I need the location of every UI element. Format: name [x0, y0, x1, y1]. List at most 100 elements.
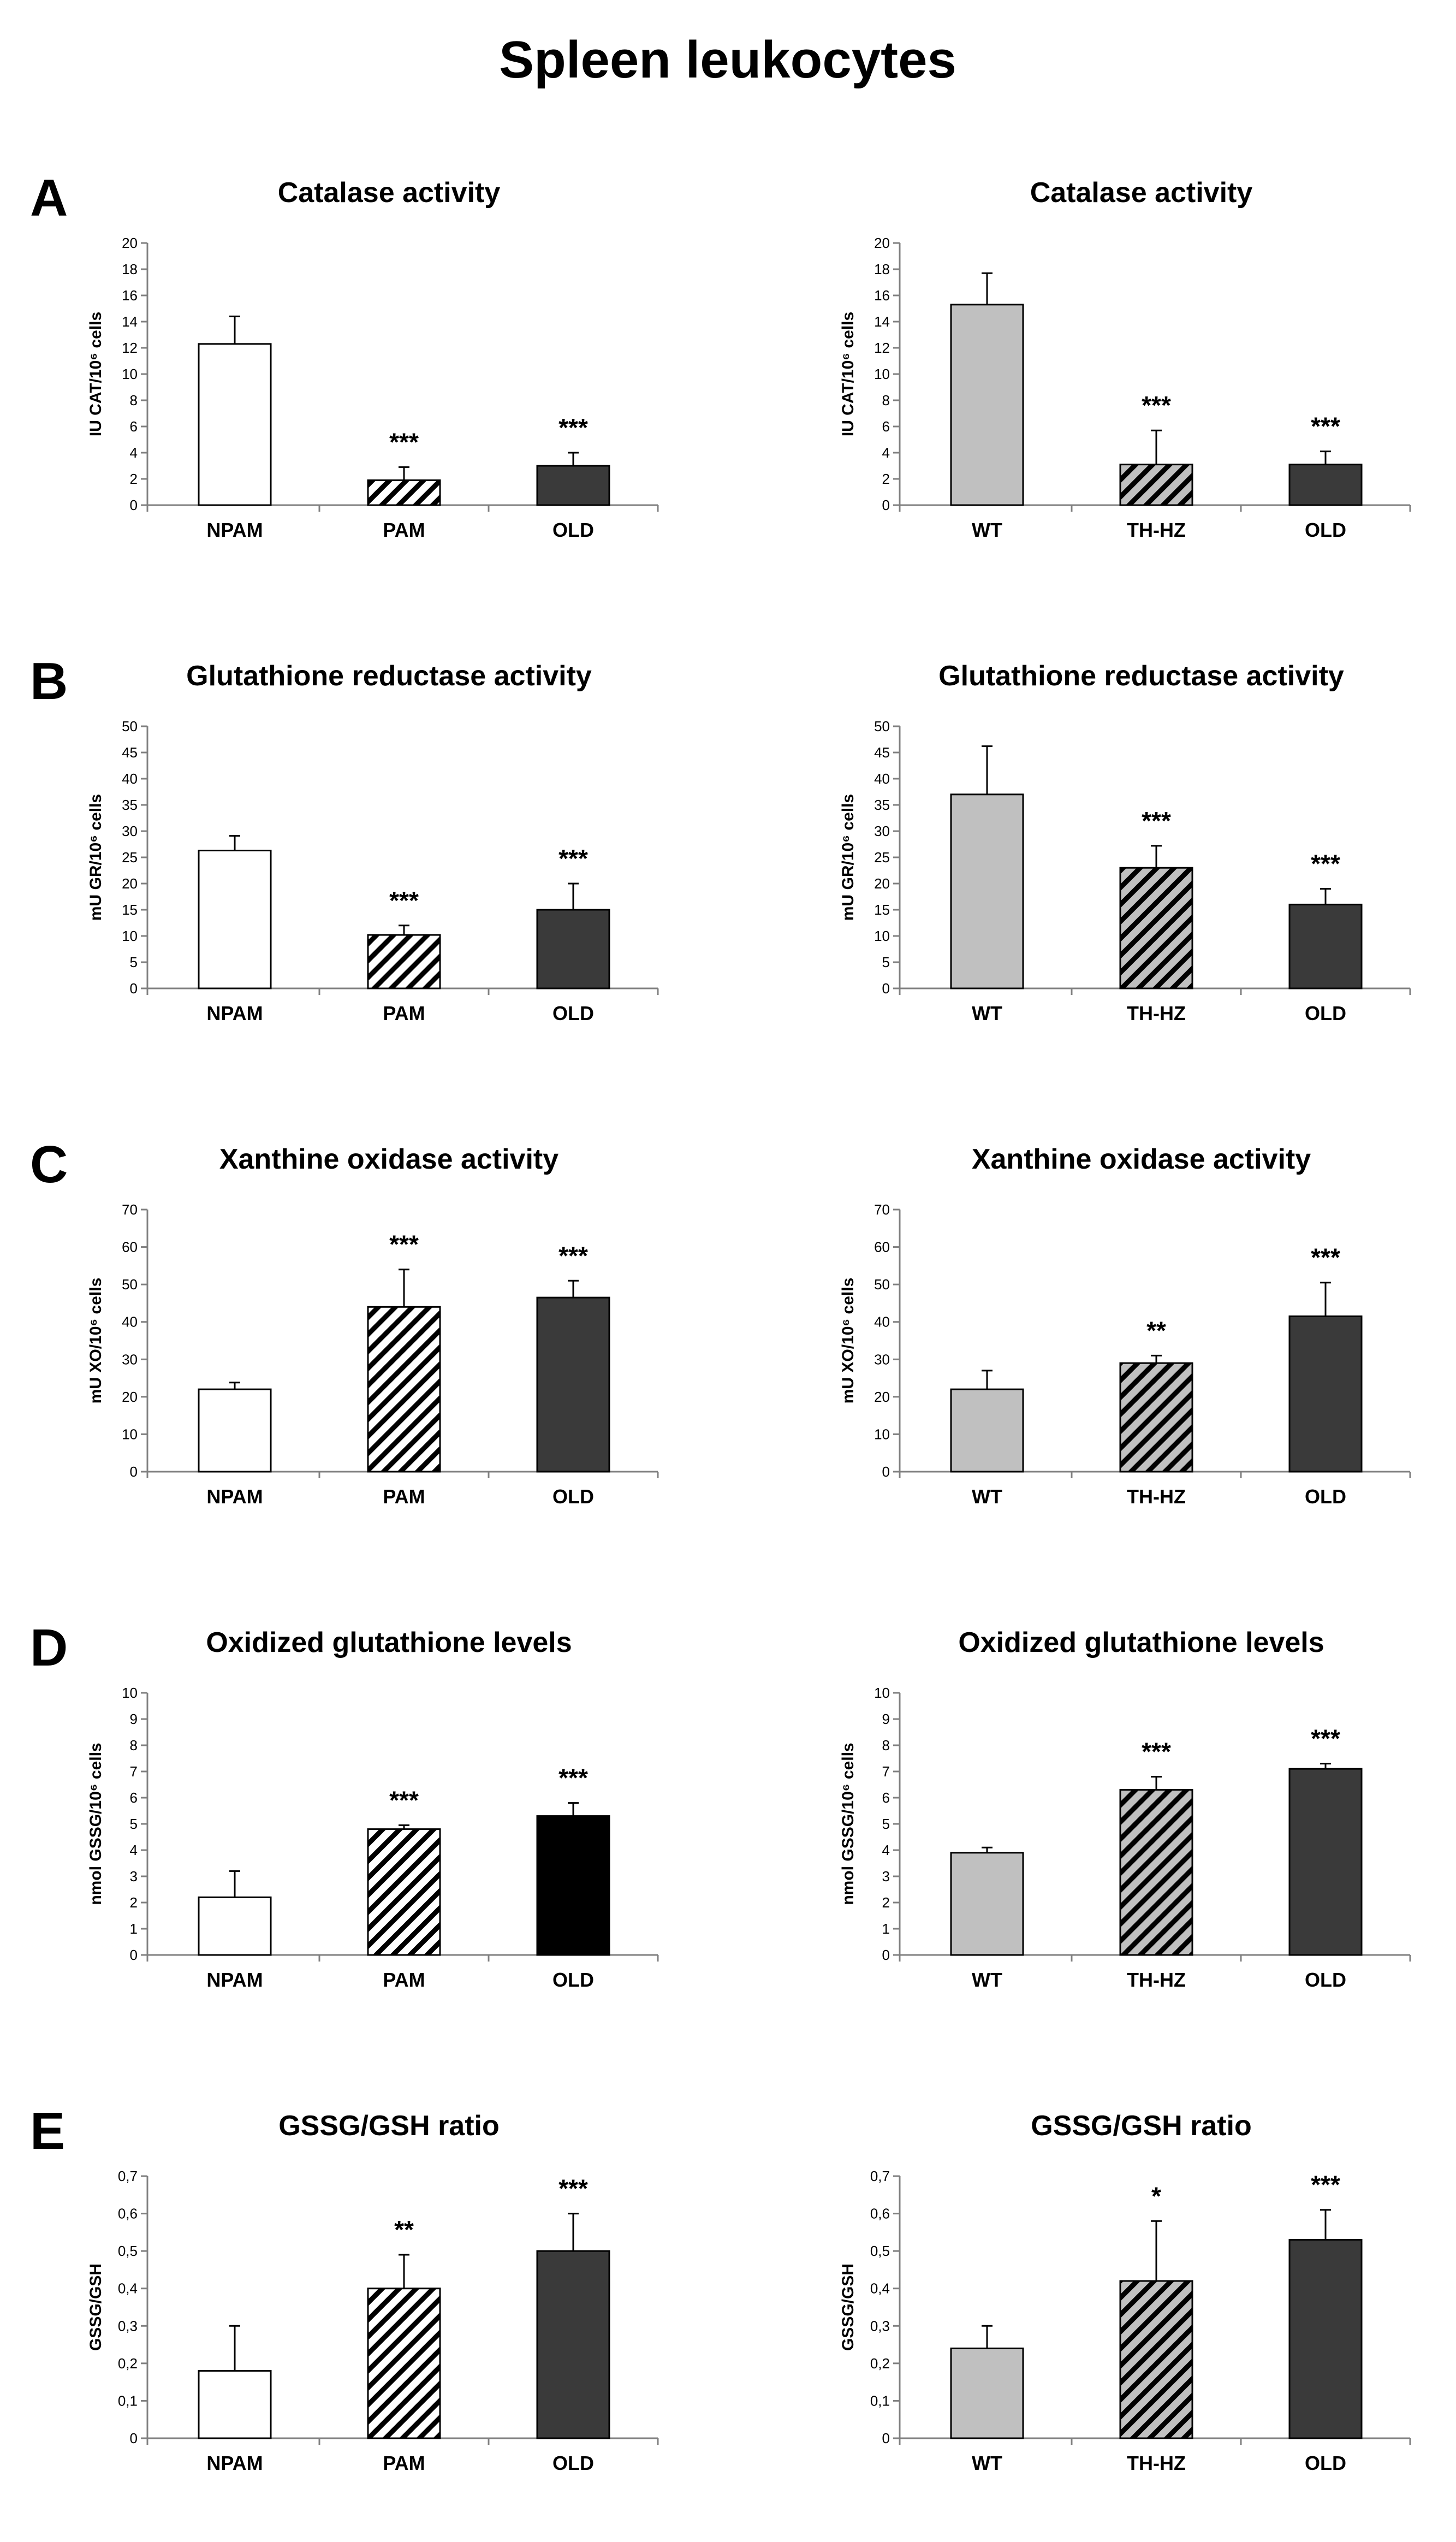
- bar-old: [1288, 903, 1363, 989]
- bar-th-hz: [1119, 1789, 1193, 1956]
- significance-label: ***: [1142, 807, 1171, 835]
- bar-old: [1288, 1768, 1363, 1956]
- category-label: WT: [972, 1002, 1002, 1024]
- y-tick-label: 0: [130, 497, 138, 513]
- bar-npam: [198, 2370, 272, 2439]
- y-tick-label: 60: [874, 1239, 890, 1255]
- category-label: PAM: [383, 1969, 425, 1991]
- chart-panel-0: A Catalase activity IU CAT/10⁶ cells 0 2 4 6 8 1…: [30, 169, 659, 541]
- y-tick-label: 7: [882, 1763, 890, 1780]
- y-tick-label: 0,2: [118, 2355, 138, 2372]
- category-label: NPAM: [206, 1485, 263, 1508]
- y-tick-label: 40: [874, 1314, 890, 1330]
- significance-label: ***: [389, 428, 419, 456]
- y-axis-label: mU GR/10⁶ cells: [839, 794, 857, 921]
- y-tick-label: 2: [882, 471, 890, 487]
- significance-label: ***: [1311, 1243, 1340, 1272]
- y-tick-label: 5: [882, 1816, 890, 1832]
- y-tick-label: 4: [130, 445, 138, 461]
- y-tick-label: 45: [122, 744, 138, 761]
- y-tick-label: 10: [122, 366, 138, 382]
- category-label: NPAM: [206, 1002, 263, 1024]
- y-tick-label: 20: [874, 875, 890, 892]
- y-tick-label: 5: [130, 954, 138, 970]
- significance-label: ***: [389, 886, 419, 915]
- category-label: OLD: [552, 1485, 594, 1508]
- significance-label: *: [1151, 2182, 1161, 2210]
- panel-letter: E: [30, 2102, 65, 2160]
- y-tick-label: 0: [882, 497, 890, 513]
- category-label: PAM: [383, 2452, 425, 2474]
- significance-label: ***: [558, 1241, 588, 1270]
- y-tick-label: 0,4: [118, 2280, 138, 2297]
- y-tick-label: 4: [130, 1842, 138, 1858]
- y-axis-label: nmol GSSG/10⁶ cells: [839, 1743, 857, 1905]
- y-tick-label: 5: [882, 954, 890, 970]
- chart-title: Oxidized glutathione levels: [206, 1627, 572, 1658]
- y-tick-label: 16: [874, 287, 890, 304]
- significance-label: ***: [389, 1230, 419, 1259]
- y-tick-label: 10: [874, 1426, 890, 1442]
- significance-label: ***: [1311, 850, 1340, 878]
- y-tick-label: 0: [882, 980, 890, 997]
- bar-th-hz: [1119, 867, 1193, 989]
- category-label: OLD: [1305, 1002, 1346, 1024]
- y-tick-label: 40: [122, 771, 138, 787]
- category-label: PAM: [383, 1002, 425, 1024]
- significance-label: ***: [1311, 2171, 1340, 2199]
- y-tick-label: 0,1: [870, 2392, 890, 2409]
- bar-pam: [367, 934, 441, 989]
- panel-letter: B: [30, 652, 68, 710]
- bar-wt: [950, 304, 1024, 506]
- category-label: TH-HZ: [1127, 2452, 1186, 2474]
- y-tick-label: 20: [122, 875, 138, 892]
- category-label: PAM: [383, 519, 425, 541]
- bar-th-hz: [1119, 2280, 1193, 2439]
- y-tick-label: 6: [882, 1790, 890, 1806]
- y-tick-label: 25: [874, 849, 890, 866]
- y-tick-label: 45: [874, 744, 890, 761]
- y-tick-label: 10: [122, 1685, 138, 1701]
- y-tick-label: 18: [874, 261, 890, 277]
- y-tick-label: 30: [122, 1351, 138, 1367]
- chart-title: Catalase activity: [1030, 177, 1253, 209]
- bar-pam: [367, 479, 441, 506]
- y-tick-label: 16: [122, 287, 138, 304]
- chart-title: Xanthine oxidase activity: [972, 1143, 1311, 1175]
- chart-title: GSSG/GSH ratio: [278, 2110, 500, 2142]
- chart-panel-6: D Oxidized glutathione levels nmol GSSG/10…: [30, 1619, 659, 1991]
- bar-wt: [950, 1852, 1024, 1956]
- y-tick-label: 20: [874, 1389, 890, 1405]
- charts-container: A Catalase activity IU CAT/10⁶ cells 0 2 4 6 8 1…: [30, 169, 1411, 2474]
- significance-label: **: [394, 2215, 414, 2244]
- y-tick-label: 2: [882, 1894, 890, 1911]
- y-tick-label: 30: [874, 1351, 890, 1367]
- y-tick-label: 0,6: [118, 2206, 138, 2222]
- chart-panel-9: GSSG/GSH ratio GSSG/GSH 0 0,1 0,2 0,3 0,4 0,5 0,…: [839, 2110, 1411, 2474]
- category-label: WT: [972, 2452, 1002, 2474]
- y-tick-label: 50: [874, 718, 890, 734]
- y-tick-label: 0,4: [870, 2280, 890, 2297]
- y-axis-label: mU XO/10⁶ cells: [839, 1278, 857, 1404]
- y-tick-label: 14: [874, 313, 890, 330]
- y-tick-label: 0: [130, 980, 138, 997]
- category-label: OLD: [1305, 519, 1346, 541]
- y-tick-label: 0: [882, 2430, 890, 2446]
- y-tick-label: 35: [122, 797, 138, 813]
- y-tick-label: 0,7: [870, 2168, 890, 2184]
- y-tick-label: 20: [874, 235, 890, 251]
- y-tick-label: 6: [130, 1790, 138, 1806]
- y-tick-label: 8: [130, 1737, 138, 1753]
- category-label: NPAM: [206, 2452, 263, 2474]
- y-tick-label: 0,3: [870, 2318, 890, 2334]
- y-tick-label: 0: [130, 2430, 138, 2446]
- category-label: WT: [972, 1969, 1002, 1991]
- y-tick-label: 0: [882, 1947, 890, 1963]
- chart-panel-7: Oxidized glutathione levels nmol GSSG/10⁶…: [839, 1627, 1411, 1991]
- y-tick-label: 40: [874, 771, 890, 787]
- category-label: NPAM: [206, 519, 263, 541]
- y-tick-label: 25: [122, 849, 138, 866]
- bar-th-hz: [1119, 1362, 1193, 1473]
